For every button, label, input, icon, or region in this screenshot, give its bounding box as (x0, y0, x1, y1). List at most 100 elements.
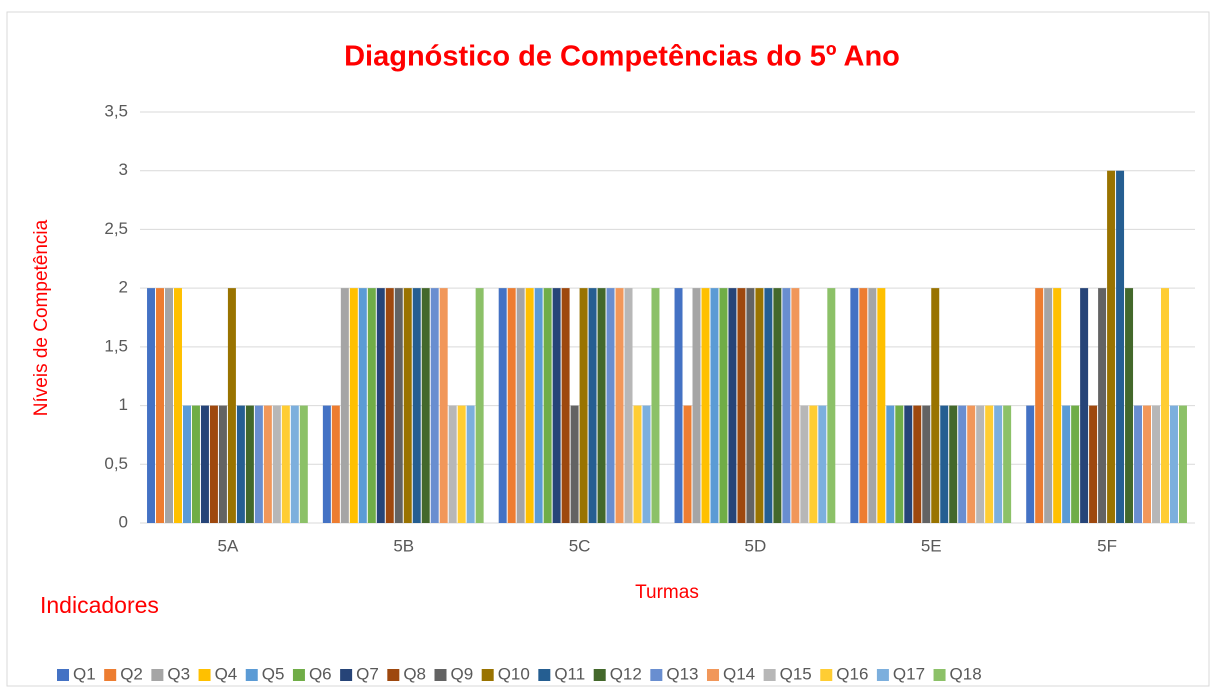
bar (633, 405, 642, 523)
bar (430, 288, 439, 523)
bar (1080, 288, 1089, 523)
legend-swatch (57, 669, 69, 681)
legend-label: Q6 (309, 664, 332, 683)
bar (674, 288, 683, 523)
bar (349, 288, 358, 523)
bar (868, 288, 877, 523)
x-tick-label: 5F (1097, 536, 1117, 555)
bar (877, 288, 886, 523)
legend-label: Q17 (893, 664, 925, 683)
bar (755, 288, 764, 523)
bar (245, 405, 254, 523)
legend-swatch (104, 669, 117, 681)
bar (165, 288, 173, 523)
bar (412, 288, 421, 523)
legend-swatch (434, 669, 447, 681)
bar (1178, 405, 1187, 523)
bar (209, 405, 218, 523)
legend-label: Q5 (262, 664, 285, 683)
legend-label: Q8 (403, 664, 426, 683)
y-tick-label: 1 (119, 395, 128, 414)
bar (1098, 288, 1107, 523)
legend-swatch (706, 669, 719, 681)
bar (1026, 405, 1035, 523)
legend-swatch (876, 669, 889, 681)
bar (439, 288, 448, 523)
bar (448, 405, 457, 523)
bar (1062, 405, 1071, 523)
bar (764, 288, 773, 523)
bar (570, 405, 579, 523)
bar (543, 288, 552, 523)
legend-swatch (933, 669, 946, 681)
bar (701, 288, 710, 523)
bar (191, 405, 200, 523)
y-tick-label: 2 (119, 278, 128, 297)
bar (421, 288, 430, 523)
bar (1107, 170, 1116, 523)
bar (746, 288, 755, 523)
x-tick-label: 5C (569, 536, 591, 555)
bar (886, 405, 895, 523)
bar (850, 288, 859, 523)
legend-label: Q3 (167, 664, 190, 683)
bar (800, 405, 809, 523)
bar (1089, 405, 1098, 523)
bar (272, 405, 281, 523)
x-tick-label: 5D (745, 536, 767, 555)
bar (1035, 288, 1044, 523)
bar (859, 288, 868, 523)
x-axis-label: Turmas (635, 582, 699, 603)
x-tick-label: 5A (218, 536, 239, 555)
bar (156, 288, 165, 523)
bar (931, 288, 940, 523)
bar (791, 288, 800, 523)
legend-label: Q2 (120, 664, 143, 683)
bar (624, 288, 633, 523)
bar (498, 288, 507, 523)
bar (552, 288, 561, 523)
legend-label: Q1 (73, 664, 96, 683)
bar (976, 405, 985, 523)
legend-label: Q10 (498, 664, 530, 683)
bar (147, 288, 156, 523)
legend-label: Q13 (666, 664, 698, 683)
bar (773, 288, 782, 523)
bar (579, 288, 588, 523)
bar (385, 288, 394, 523)
legend-label: Q11 (554, 664, 585, 683)
bar (236, 405, 245, 523)
legend-label: Q16 (836, 664, 868, 683)
bar (290, 405, 299, 523)
bar (263, 405, 272, 523)
y-tick-label: 3 (119, 160, 128, 179)
bar (516, 288, 525, 523)
bar (1134, 405, 1143, 523)
bar (782, 288, 791, 523)
bar (340, 288, 349, 523)
bar (895, 405, 904, 523)
bar (642, 405, 651, 523)
bar (457, 405, 466, 523)
bar (281, 405, 290, 523)
bar (719, 288, 728, 523)
legend-label: Q14 (723, 664, 755, 683)
annotation: Indicadores (40, 592, 159, 618)
y-tick-label: 0 (119, 512, 128, 531)
legend-swatch (820, 669, 833, 681)
bar (809, 405, 818, 523)
bar (1044, 288, 1053, 523)
bar (692, 288, 701, 523)
legend-label: Q12 (610, 664, 642, 683)
bar (737, 288, 746, 523)
bar (254, 405, 263, 523)
y-tick-label: 2,5 (104, 219, 128, 238)
bar (1053, 288, 1062, 523)
y-axis-label: Níveis de Competência (31, 219, 52, 416)
legend-label: Q4 (215, 664, 238, 683)
y-tick-label: 1,5 (104, 336, 128, 355)
bar (827, 288, 836, 523)
bar (322, 405, 331, 523)
bar (683, 405, 692, 523)
y-tick-label: 3,5 (104, 101, 128, 120)
